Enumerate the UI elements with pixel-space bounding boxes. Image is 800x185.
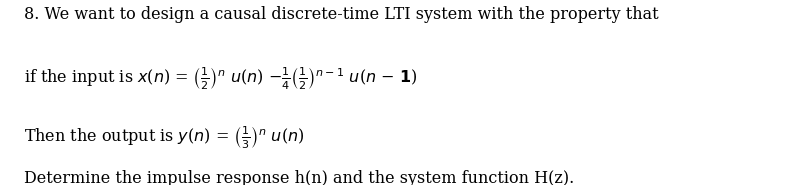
Text: Determine the impulse response h(n) and the system function H(z).: Determine the impulse response h(n) and … [24, 170, 574, 185]
Text: if the input is $\mathbf{\mathit{x}}$($\mathbf{\mathit{n}}$) = $\left(\frac{1}{2: if the input is $\mathbf{\mathit{x}}$($\… [24, 65, 417, 91]
Text: 8. We want to design a causal discrete-time LTI system with the property that: 8. We want to design a causal discrete-t… [24, 6, 658, 23]
Text: Then the output is $\mathbf{\mathit{y}}$($\mathbf{\mathit{n}}$) = $\left(\frac{1: Then the output is $\mathbf{\mathit{y}}$… [24, 124, 305, 150]
